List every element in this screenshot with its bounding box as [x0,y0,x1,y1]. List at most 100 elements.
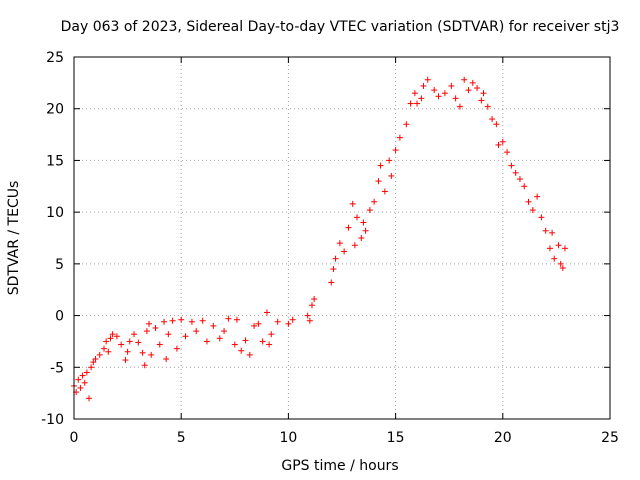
data-point [551,255,558,262]
data-point [105,348,112,355]
y-tick-label: 15 [46,153,64,169]
data-point [77,384,84,391]
data-point [146,320,153,327]
x-axis-label: GPS time / hours [281,458,398,474]
data-point [126,338,133,345]
data-point [216,335,223,342]
data-point [124,348,131,355]
data-point [559,264,566,271]
y-tick-labels: -10 -5 0 5 10 15 20 25 [41,50,64,428]
grid-lines [74,57,610,419]
data-point [135,339,142,346]
data-point [542,227,549,234]
data-point [274,318,281,325]
data-point [103,338,110,345]
data-point [414,100,421,107]
data-point [96,351,103,358]
data-point [143,328,150,335]
data-point [371,198,378,205]
data-point [259,338,266,345]
data-points [71,76,568,402]
data-point [332,255,339,262]
x-tick-label: 0 [70,430,79,446]
data-point [354,214,361,221]
data-point [441,90,448,97]
data-point [431,87,438,94]
data-point [289,316,296,323]
data-point [88,364,95,371]
plot-frame [73,56,611,420]
data-point [495,141,502,148]
data-point [178,316,185,323]
data-point [420,82,427,89]
data-point [388,172,395,179]
y-tick-label: 0 [55,309,64,325]
data-point [484,103,491,110]
data-point [199,317,206,324]
data-point [107,335,114,342]
data-point [268,331,275,338]
data-point [148,351,155,358]
data-point [499,138,506,145]
data-point [163,356,170,363]
data-point [345,224,352,231]
data-point [251,322,258,329]
data-point [263,309,270,316]
data-point [173,345,180,352]
data-point [478,97,485,104]
data-point [403,121,410,128]
data-point [381,188,388,195]
data-point [79,372,86,379]
x-tick-label: 10 [279,430,297,446]
data-point [557,260,564,267]
data-point [474,85,481,92]
data-point [118,341,125,348]
data-point [465,87,472,94]
data-point [165,331,172,338]
data-point [246,351,253,358]
data-point [375,178,382,185]
data-point [231,341,238,348]
y-tick-label: 20 [46,102,64,118]
data-point [411,90,418,97]
data-point [480,90,487,97]
data-point [131,331,138,338]
y-tick-label: 25 [46,50,64,66]
data-point [448,82,455,89]
data-point [349,200,356,207]
data-point [188,318,195,325]
data-point [386,157,393,164]
data-point [113,333,120,340]
data-point [461,76,468,83]
data-point [109,331,116,338]
data-point [306,317,313,324]
data-point [366,207,373,214]
data-point [255,320,262,327]
data-point [75,376,82,383]
data-point [83,369,90,376]
data-point [493,121,500,128]
x-tick-label: 20 [494,430,512,446]
data-point [86,395,93,402]
data-point [161,318,168,325]
data-point [396,134,403,141]
data-point [452,95,459,102]
data-point [435,93,442,100]
data-point [90,359,97,366]
data-point [456,103,463,110]
data-point [351,242,358,249]
data-point [561,245,568,252]
data-point [529,207,536,214]
data-point [225,315,232,322]
data-point [285,320,292,327]
data-point [311,296,318,303]
x-tick-label: 15 [387,430,405,446]
data-point [304,312,311,319]
y-axis-label: SDTVAR / TECUs [6,181,22,296]
data-point [210,322,217,329]
data-point [92,356,99,363]
data-point [469,79,476,86]
data-point [156,341,163,348]
